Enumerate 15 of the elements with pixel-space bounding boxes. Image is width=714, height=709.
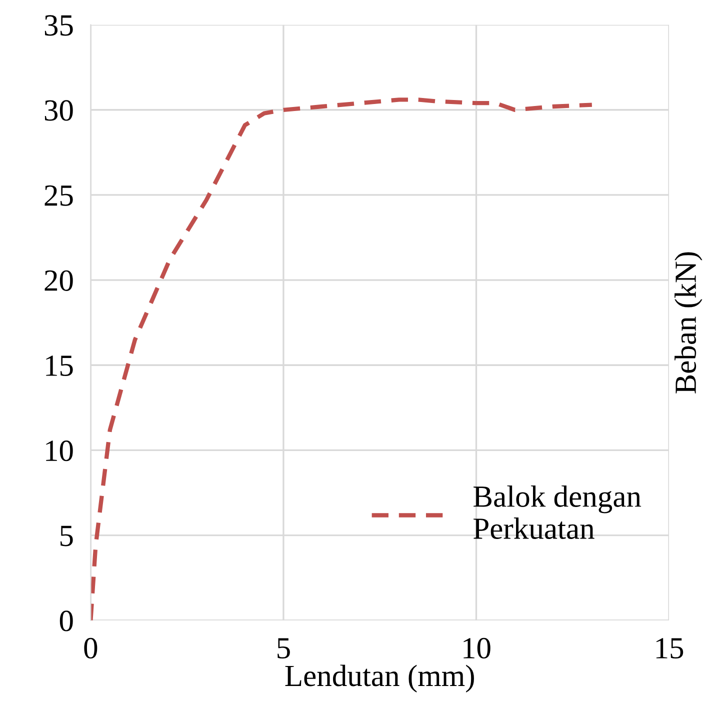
- y-tick-label: 15: [46, 356, 73, 376]
- x-tick-label: 10: [464, 638, 490, 659]
- legend-label: Balok dengan Perkuatan: [474, 485, 642, 540]
- x-tick-label: 15: [656, 638, 684, 659]
- y-tick-label: 25: [44, 185, 73, 206]
- y-tick-label: 5: [60, 526, 73, 546]
- x-tick-label: 0: [84, 638, 98, 659]
- y-axis-title: Beban (kN): [674, 252, 702, 394]
- y-tick-label: 35: [44, 15, 73, 36]
- y-tick-label: 10: [46, 440, 73, 462]
- y-tick-label: 30: [44, 100, 73, 121]
- y-tick-label: 0: [60, 610, 73, 632]
- x-tick-label: 5: [278, 638, 290, 659]
- x-axis-title: Lendutan (mm): [285, 664, 474, 692]
- y-tick-label: 20: [44, 270, 73, 291]
